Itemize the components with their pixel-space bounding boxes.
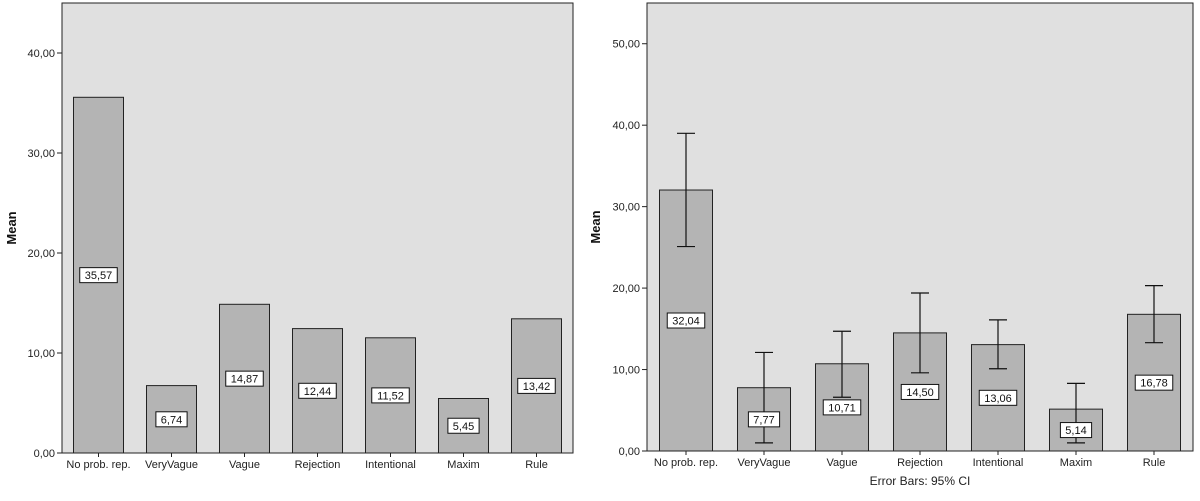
left-data-label: 6,74: [161, 414, 182, 426]
right-data-label-box: [978, 389, 1018, 406]
left-y-tick-label: 0,00: [34, 448, 55, 460]
right-data-label-box: [1134, 374, 1174, 391]
right-y-axis-label: Mean: [588, 210, 603, 243]
right-data-label: 16,78: [1140, 378, 1168, 390]
right-category-label: No prob. rep.: [654, 457, 718, 469]
right-chart: Mean Error Bars: 95% CI 0,00 10,00 20,00 30…: [588, 2, 1194, 488]
right-category-label: Rejection: [897, 457, 943, 469]
right-data-label: 10,71: [828, 402, 856, 414]
right-data-label-box: [822, 399, 862, 416]
right-y-tick-label: 20,00: [612, 283, 640, 295]
right-data-label: 5,14: [1065, 425, 1086, 437]
right-y-tick-label: 30,00: [612, 202, 640, 214]
left-data-label-box: [79, 267, 118, 284]
left-category-label: Vague: [229, 459, 260, 471]
left-category-label: No prob. rep.: [66, 459, 130, 471]
left-y-tick-label: 10,00: [27, 348, 55, 360]
right-data-label-box: [1059, 422, 1093, 439]
left-data-label: 11,52: [377, 390, 404, 402]
left-data-label: 5,45: [453, 421, 474, 433]
left-chart: Mean 0,00 10,00 20,00 30,00 40,00 No prob. re…: [4, 2, 574, 471]
right-data-label-box: [900, 383, 940, 400]
left-y-tick-label: 30,00: [27, 148, 55, 160]
left-data-label: 14,87: [231, 374, 259, 386]
right-data-label-box: [747, 411, 781, 428]
left-data-label-box: [298, 382, 337, 399]
right-category-label: Maxim: [1060, 457, 1092, 469]
left-data-label-box: [155, 411, 188, 428]
right-category-label: Intentional: [973, 457, 1024, 469]
right-data-label-box: [666, 312, 706, 329]
right-y-tick-label: 40,00: [612, 120, 640, 132]
left-y-tick-label: 40,00: [27, 48, 55, 60]
left-data-label: 13,42: [523, 381, 551, 393]
right-data-label: 32,04: [672, 316, 700, 328]
right-y-tick-label: 50,00: [612, 39, 640, 51]
left-y-tick-label: 20,00: [27, 248, 55, 260]
right-category-label: VeryVague: [737, 457, 790, 469]
right-data-label: 7,77: [753, 414, 774, 426]
right-y-tick-label: 10,00: [612, 365, 640, 377]
left-category-label: Rule: [525, 459, 548, 471]
right-y-tick-label: 0,00: [619, 446, 640, 458]
left-data-label-box: [447, 417, 480, 434]
left-category-label: Intentional: [365, 459, 416, 471]
left-data-label-box: [371, 387, 410, 404]
right-data-label: 13,06: [984, 393, 1012, 405]
left-y-axis-label: Mean: [4, 211, 19, 244]
left-category-label: Rejection: [295, 459, 341, 471]
left-category-label: VeryVague: [145, 459, 198, 471]
right-data-label: 14,50: [906, 387, 934, 399]
left-data-label: 35,57: [85, 270, 113, 282]
left-data-label-box: [225, 370, 264, 387]
left-data-label: 12,44: [304, 386, 332, 398]
right-category-label: Vague: [827, 457, 858, 469]
error-bars-note: Error Bars: 95% CI: [870, 474, 971, 488]
left-data-label-box: [517, 377, 556, 394]
right-category-label: Rule: [1143, 457, 1166, 469]
left-category-label: Maxim: [447, 459, 479, 471]
